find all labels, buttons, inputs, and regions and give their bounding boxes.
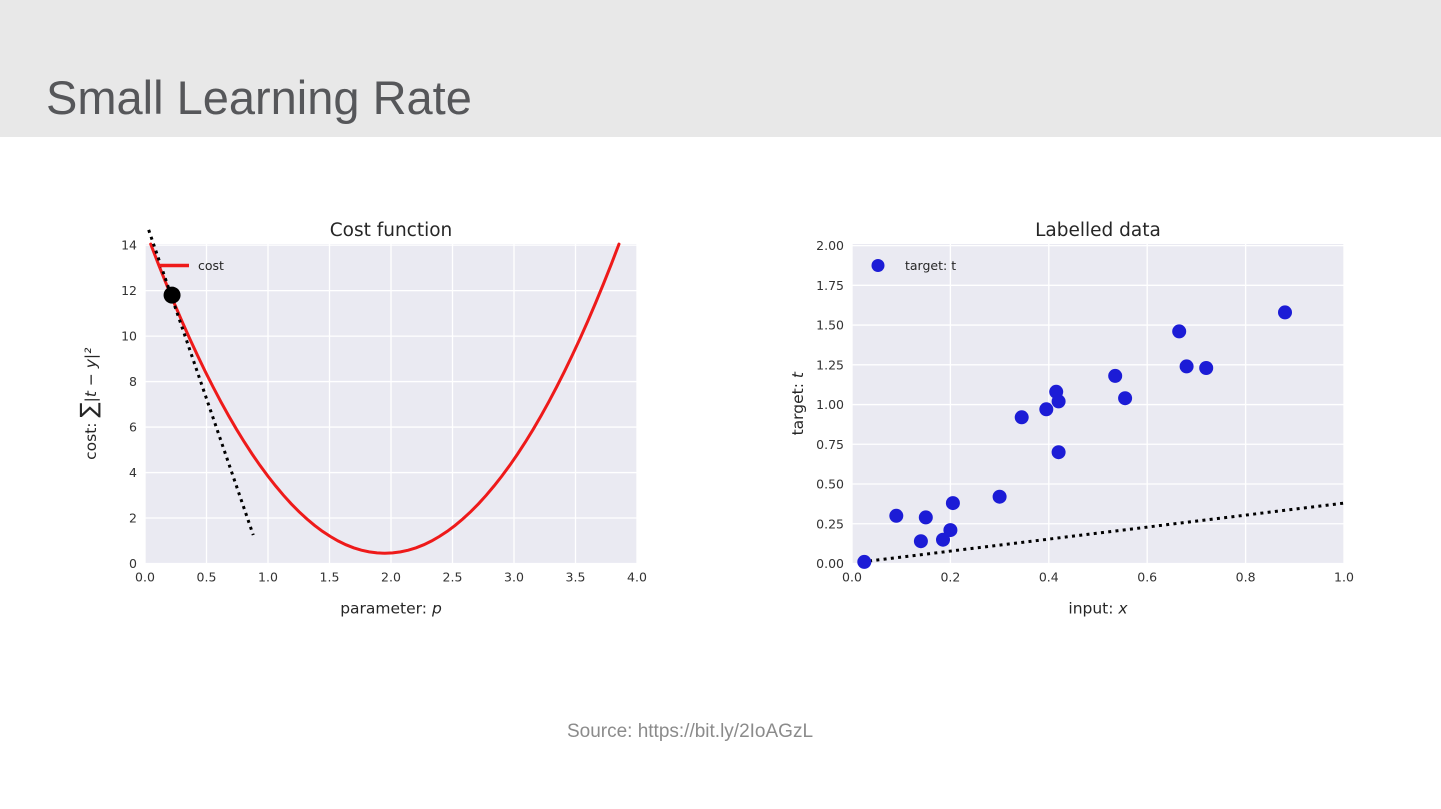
data-point	[857, 554, 872, 569]
legend-dot-sample	[871, 259, 885, 272]
y-tick-label: 1.75	[816, 278, 844, 293]
x-tick-label: 1.5	[320, 570, 340, 585]
y-tick-label: 1.00	[816, 397, 844, 412]
x-tick-label: 0.0	[842, 570, 862, 585]
x-tick-label: 3.5	[566, 570, 586, 585]
slide-title: Small Learning Rate	[46, 71, 472, 124]
chart-title: Cost function	[330, 220, 453, 241]
y-tick-label: 0.25	[816, 516, 844, 531]
data-point	[1278, 305, 1292, 320]
x-tick-label: 1.0	[1334, 570, 1354, 585]
y-tick-label: 1.25	[816, 357, 844, 372]
data-point	[943, 523, 958, 538]
x-tick-label: 0.6	[1137, 570, 1157, 585]
x-tick-label: 0.0	[135, 570, 155, 585]
source-caption: Source: https://bit.ly/2IoAGzL	[566, 721, 814, 742]
data-point	[1051, 394, 1066, 409]
legend-label: target: t	[905, 258, 956, 273]
y-tick-label: 10	[121, 329, 137, 344]
data-point	[1199, 361, 1214, 375]
y-tick-label: 6	[129, 420, 137, 435]
x-tick-label: 1.0	[258, 570, 278, 585]
plot-area	[852, 244, 1344, 564]
cost-function-chart: 0.0 0.5 1.0 1.5 2.0 2.5 3.0 3.5 4.0 0 2 4 6 8 10 12 14 Co…	[76, 220, 647, 618]
y-axis-label: cost: ∑|t − y|²	[76, 348, 102, 460]
x-axis-label: parameter: p	[340, 600, 442, 618]
data-point	[1051, 445, 1066, 460]
y-tick-label: 2	[129, 511, 137, 526]
y-tick-label: 12	[121, 283, 137, 298]
x-tick-label: 0.5	[197, 570, 217, 585]
legend-label: cost	[198, 258, 224, 273]
y-axis-label: target: t	[789, 371, 807, 435]
y-tick-label: 0.75	[816, 437, 844, 452]
data-point	[1108, 368, 1123, 383]
data-point	[1179, 359, 1194, 374]
y-tick-label: 0	[129, 556, 137, 571]
slide-header: Small Learning Rate	[0, 0, 1441, 137]
x-tick-label: 0.2	[940, 570, 960, 585]
y-tick-label: 14	[121, 238, 137, 253]
y-tick-label: 4	[129, 465, 137, 480]
data-point	[1172, 324, 1187, 339]
data-point	[918, 510, 933, 525]
x-tick-label: 2.0	[381, 570, 401, 585]
y-tick-label: 2.00	[816, 238, 844, 253]
cost-curve	[149, 242, 621, 555]
x-axis-label: input: x	[1068, 600, 1128, 618]
data-point	[889, 508, 904, 523]
labelled-data-chart: 0.0 0.2 0.4 0.6 0.8 1.0 0.00 0.25 0.50 0.75 1.00 1.…	[789, 220, 1354, 618]
data-point	[992, 489, 1007, 504]
x-tick-label: 4.0	[627, 570, 647, 585]
y-tick-label: 1.50	[816, 318, 844, 333]
data-point	[913, 534, 928, 549]
y-tick-label: 0.50	[816, 477, 844, 492]
y-tick-label: 0.00	[816, 556, 844, 571]
data-point	[1118, 391, 1133, 406]
x-tick-label: 3.0	[504, 570, 524, 585]
tangent-line	[147, 229, 255, 536]
data-point	[1039, 402, 1054, 417]
x-tick-label: 0.4	[1039, 570, 1059, 585]
current-parameter-point	[163, 286, 181, 304]
data-point	[936, 532, 950, 547]
model-line	[861, 501, 1345, 564]
x-tick-label: 0.8	[1236, 570, 1256, 585]
chart-title: Labelled data	[1035, 220, 1161, 241]
y-tick-label: 8	[129, 374, 137, 389]
data-point	[945, 496, 960, 511]
data-point	[1014, 410, 1029, 425]
x-tick-label: 2.5	[443, 570, 463, 585]
